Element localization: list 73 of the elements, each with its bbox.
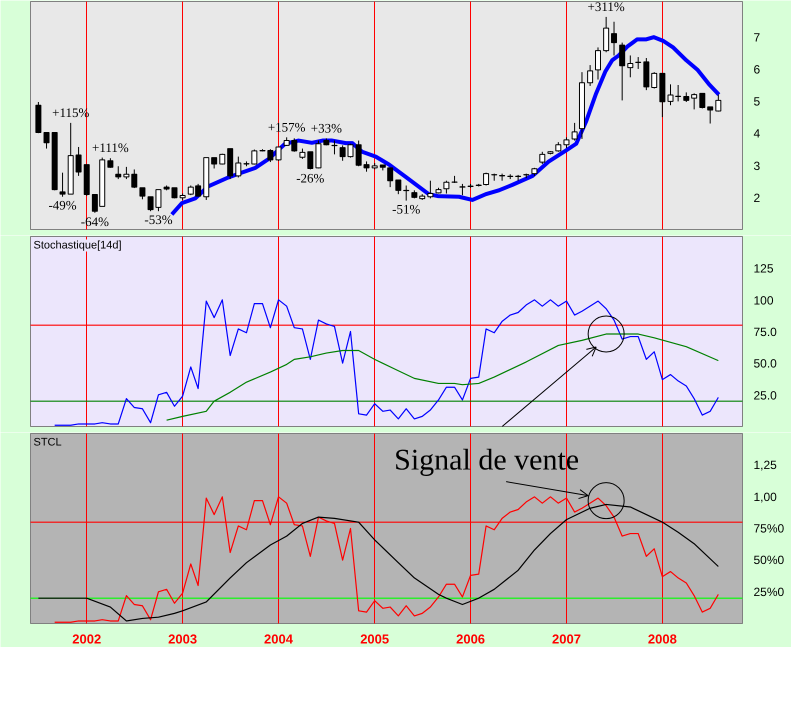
candlestick: [387, 167, 394, 188]
candlestick: [340, 144, 346, 162]
candlestick: [139, 187, 146, 200]
candlestick: [348, 143, 354, 158]
annotation: +33%: [310, 120, 342, 136]
y-tick-label: 25.0: [754, 388, 778, 402]
candlestick: [715, 94, 722, 112]
x-tick-label: 2004: [264, 632, 294, 646]
candlestick: [595, 46, 601, 80]
candlestick: [395, 180, 402, 195]
annotation: +111%: [92, 140, 129, 156]
line-series: [170, 35, 721, 216]
x-tick-label: 2002: [72, 632, 102, 646]
candlestick: [555, 142, 562, 152]
chart-title: Stochastique[14d]: [34, 240, 122, 252]
y-tick-label: 5: [754, 94, 760, 109]
y-tick-label: 7: [754, 30, 760, 44]
x-tick-label: 2006: [456, 632, 486, 646]
candlestick: [44, 132, 50, 150]
y-tick-label: 50.0: [754, 356, 778, 371]
candlestick: [171, 187, 178, 199]
candlestick: [587, 64, 594, 86]
candlestick: [307, 151, 314, 170]
candlestick: [603, 16, 610, 53]
candlestick: [235, 156, 242, 178]
x-tick-label: 2003: [168, 632, 198, 646]
annotation: -51%: [392, 202, 420, 217]
candlestick: [251, 149, 258, 166]
candlestick: [539, 151, 546, 164]
candlestick: [148, 196, 154, 212]
annotation: -49%: [48, 198, 77, 213]
candlestick: [483, 172, 490, 186]
candlestick: [115, 166, 122, 180]
y-tick-label: 50%0: [754, 553, 785, 568]
x-tick-label: 2007: [552, 632, 581, 646]
y-tick-label: 100: [754, 293, 774, 308]
candlestick: [276, 146, 282, 162]
chart-title: STCL: [34, 436, 62, 448]
candlestick: [627, 54, 634, 78]
candlestick: [619, 42, 626, 101]
y-tick-label: 75.0: [754, 325, 778, 339]
y-tick-label: 1,00: [754, 490, 778, 504]
candlestick: [267, 148, 274, 163]
y-tick-label: 75%0: [754, 522, 785, 536]
candlestick: [364, 160, 370, 172]
y-tick-label: 1,25: [754, 458, 778, 472]
candlestick: [60, 172, 66, 198]
candlestick: [131, 168, 138, 189]
annotation: +311%: [588, 0, 625, 14]
y-tick-label: 25%0: [754, 584, 785, 599]
candlestick: [123, 166, 130, 180]
candlestick: [443, 180, 450, 194]
candlestick: [563, 136, 570, 148]
candlestick: [76, 146, 82, 176]
y-tick-label: 3: [754, 158, 760, 173]
candlestick: [299, 148, 306, 160]
candlestick: [356, 140, 362, 167]
y-tick-label: 6: [754, 62, 760, 76]
y-tick-label: 2: [754, 190, 760, 205]
candlestick: [635, 56, 642, 70]
candlestick: [427, 180, 434, 199]
candlestick: [572, 122, 578, 142]
candlestick: [107, 158, 114, 168]
annotation: -26%: [296, 170, 325, 186]
annotation: -53%: [144, 212, 173, 228]
candlestick: [611, 21, 618, 56]
candlestick: [291, 138, 298, 152]
y-tick-label: 125: [754, 262, 774, 276]
y-tick-label: 4: [754, 126, 760, 141]
x-tick-label: 2008: [648, 632, 677, 646]
candlestick: [155, 189, 162, 212]
line-series: [54, 299, 719, 426]
x-tick-label: 2005: [360, 632, 390, 646]
